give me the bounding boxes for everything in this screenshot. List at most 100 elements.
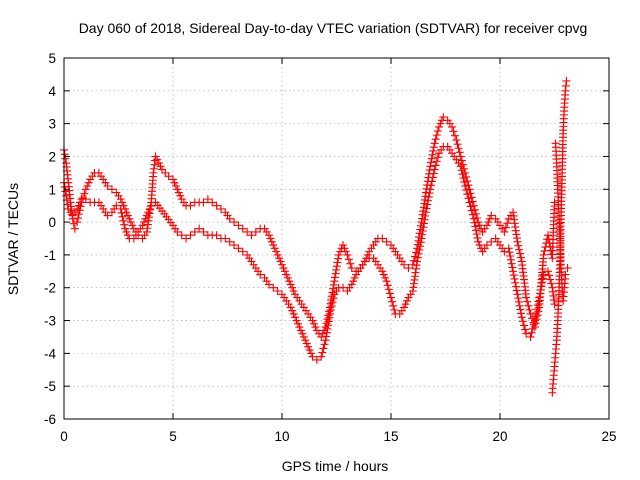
track-a-point bbox=[286, 280, 295, 289]
track-b-point bbox=[463, 190, 472, 199]
track-b-point bbox=[329, 294, 338, 303]
track-a-point bbox=[455, 148, 464, 157]
track-b-point bbox=[401, 300, 410, 309]
track-a-point bbox=[128, 221, 137, 230]
track-b-point bbox=[535, 289, 544, 298]
track-a-point bbox=[363, 250, 372, 259]
track-b-point bbox=[429, 169, 438, 178]
track-a-point bbox=[340, 244, 349, 253]
track-a-point bbox=[238, 224, 247, 233]
track-b-point bbox=[347, 280, 356, 289]
track-a-point bbox=[430, 139, 439, 148]
track-a-point bbox=[73, 218, 82, 227]
track-a-point bbox=[329, 280, 338, 289]
track-b-point bbox=[414, 249, 423, 258]
track-a-point bbox=[161, 168, 170, 177]
track-a-point bbox=[153, 155, 162, 164]
track-a-point bbox=[272, 247, 281, 256]
track-a-point bbox=[436, 119, 445, 128]
track-b-point bbox=[550, 300, 559, 309]
track-b-point bbox=[138, 221, 147, 230]
track-a-point bbox=[434, 122, 443, 131]
track-a-point bbox=[116, 195, 125, 204]
track-a-point bbox=[80, 189, 89, 198]
track-b-point bbox=[510, 274, 519, 283]
track-a-point bbox=[487, 211, 496, 220]
track-a-point bbox=[464, 181, 473, 190]
track-b-point bbox=[402, 296, 411, 305]
track-a-point bbox=[156, 162, 165, 171]
track-a-point bbox=[216, 204, 225, 213]
track-a-point bbox=[74, 210, 83, 219]
track-a-point bbox=[70, 224, 79, 233]
track-b-point bbox=[425, 189, 434, 198]
track-a-point bbox=[543, 231, 552, 240]
track-a-point bbox=[341, 247, 350, 256]
track-b-point bbox=[382, 277, 391, 286]
track-b-point bbox=[141, 214, 150, 223]
track-a-point bbox=[513, 237, 522, 246]
track-a-point bbox=[404, 264, 413, 273]
track-a-point bbox=[427, 154, 436, 163]
track-b-point bbox=[139, 218, 148, 227]
track-b-point bbox=[432, 157, 441, 166]
track-a-point bbox=[186, 201, 195, 210]
track-b-point bbox=[413, 257, 422, 266]
track-b-point bbox=[533, 305, 542, 314]
track-a-point bbox=[212, 201, 221, 210]
track-b-point bbox=[465, 198, 474, 207]
track-b-point bbox=[322, 332, 331, 341]
track-a-point bbox=[332, 265, 341, 274]
track-a-point bbox=[278, 260, 286, 269]
track-a-point bbox=[333, 258, 342, 267]
track-b-point bbox=[423, 200, 432, 209]
track-b-point bbox=[511, 282, 520, 291]
track-b-point bbox=[312, 355, 321, 364]
track-a-point bbox=[83, 181, 92, 190]
track-b-point bbox=[522, 329, 531, 338]
track-b-point bbox=[360, 257, 369, 266]
track-b-point bbox=[389, 301, 398, 310]
track-a-point bbox=[225, 214, 234, 223]
track-b-point bbox=[431, 161, 440, 170]
track-a-point bbox=[448, 122, 457, 131]
track-b-point bbox=[514, 294, 523, 303]
track-a-point bbox=[525, 305, 534, 314]
track-b-point bbox=[509, 267, 518, 276]
track-a-point bbox=[428, 150, 437, 159]
track-b-point bbox=[515, 301, 524, 310]
track-b-point bbox=[537, 282, 546, 291]
track-a-point bbox=[539, 250, 548, 259]
track-b-point bbox=[460, 178, 469, 187]
track-a-point bbox=[123, 211, 132, 220]
track-b-point bbox=[511, 278, 520, 287]
y-axis-label: SDTVAR / TECUs bbox=[5, 183, 21, 295]
track-a-point bbox=[431, 135, 440, 144]
track-b-point bbox=[305, 346, 314, 355]
y-tick-label: -2 bbox=[44, 281, 56, 296]
track-a-point bbox=[270, 244, 279, 253]
track-b-point bbox=[536, 285, 545, 294]
track-b-point bbox=[545, 271, 554, 280]
track-b-point bbox=[430, 165, 439, 174]
track-b-point bbox=[504, 244, 513, 253]
track-b-point bbox=[433, 153, 442, 162]
track-b-point bbox=[385, 289, 394, 298]
track-b-point bbox=[182, 234, 191, 243]
track-b-point bbox=[527, 328, 536, 337]
track-b-point bbox=[123, 231, 132, 240]
track-b-point bbox=[212, 231, 221, 240]
track-a-point bbox=[469, 201, 478, 210]
track-b-point bbox=[457, 166, 466, 175]
track-b-point bbox=[475, 241, 484, 250]
track-b-point bbox=[471, 222, 480, 231]
track-b-point bbox=[288, 306, 297, 315]
track-b-point bbox=[413, 253, 422, 262]
track-b-point bbox=[472, 230, 481, 239]
track-b-point bbox=[195, 224, 204, 233]
track-a-point bbox=[470, 205, 479, 214]
track-b-point bbox=[378, 267, 387, 276]
track-b-point bbox=[415, 245, 424, 254]
